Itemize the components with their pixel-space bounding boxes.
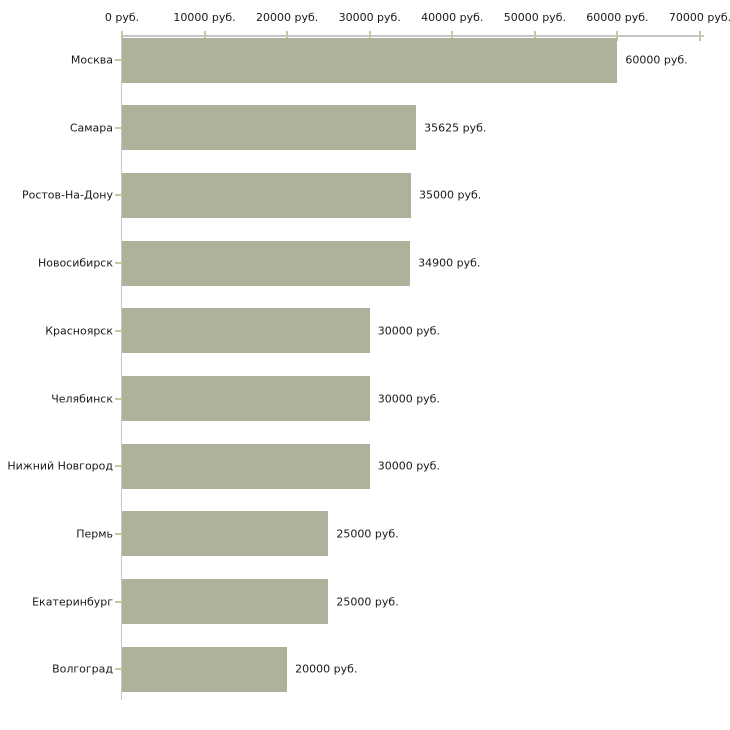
x-axis-tick-label: 20000 руб. [256,11,319,24]
category-tick [115,600,122,603]
value-label: 35625 руб. [424,121,487,135]
x-axis-tick [203,31,206,41]
value-label: 20000 руб. [295,662,358,676]
bar [122,37,618,83]
category-tick [115,465,122,468]
bar [122,443,370,489]
category-tick [115,126,122,129]
value-label: 25000 руб. [336,595,399,609]
x-axis-tick-label: 0 руб. [104,11,140,24]
x-axis-tick-label: 50000 руб. [503,11,566,24]
x-axis-tick-label: 60000 руб. [586,11,649,24]
x-axis-tick [286,31,289,41]
value-label: 30000 руб. [377,392,440,405]
category-label: Ростов-На-Дону [21,188,113,202]
category-label: Красноярск [45,324,113,338]
bar [122,308,370,354]
category-label: Пермь [76,527,113,541]
x-axis-tick-label: 10000 руб. [173,11,236,24]
x-axis-tick [699,31,701,41]
category-tick [115,329,122,332]
bar [122,172,411,218]
bar [122,376,370,421]
value-label: 30000 руб. [377,324,440,338]
bar [122,646,288,692]
category-label: Самара [69,121,113,135]
value-label: 35000 руб. [419,188,482,202]
category-label: Новосибирск [37,256,113,270]
x-axis-tick-label: 40000 руб. [421,11,484,24]
category-label: Волгоград [52,662,113,676]
value-label: 30000 руб. [377,459,440,473]
x-axis-tick [533,31,536,41]
bar [122,511,329,557]
x-axis-tick [451,31,454,41]
x-axis-tick [616,31,619,41]
category-tick [115,262,122,265]
x-axis-tick-label: 70000 руб. [668,11,730,24]
x-axis-tick [121,31,123,41]
category-label: Нижний Новгород [7,459,113,473]
x-axis-tick [368,31,371,41]
bar [122,105,417,151]
value-label: 60000 руб. [625,53,688,67]
x-axis-line [122,35,704,37]
category-label: Екатеринбург [32,595,113,609]
category-label: Челябинск [51,392,113,405]
category-tick [115,668,122,671]
bar [122,579,329,625]
category-tick [115,532,122,535]
category-tick [115,194,122,197]
category-tick [115,397,122,400]
y-axis-line [121,36,122,700]
category-label: Москва [70,53,113,67]
value-label: 34900 руб. [418,256,481,270]
x-axis-tick-label: 30000 руб. [338,11,401,24]
category-tick [115,59,122,61]
bar [122,240,411,286]
value-label: 25000 руб. [336,527,399,541]
